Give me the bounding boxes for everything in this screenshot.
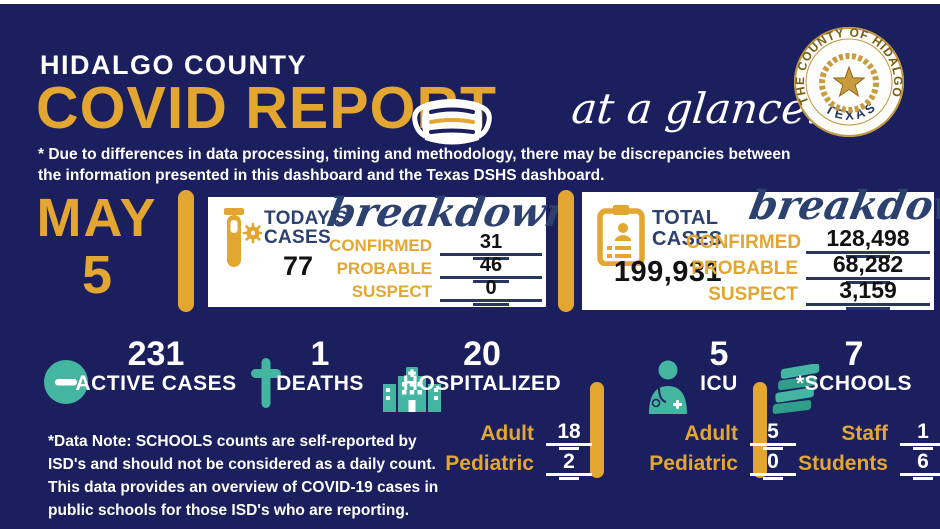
total-label-line1: TOTAL bbox=[652, 207, 719, 229]
row-value: 6 bbox=[900, 451, 940, 480]
data-note: *Data Note: SCHOOLS counts are self-repo… bbox=[48, 430, 438, 522]
row-value: 46 bbox=[440, 255, 542, 283]
disclaimer: * Due to differences in data processing,… bbox=[38, 144, 791, 186]
breakdown-row-confirmed: CONFIRMED 128,498 bbox=[686, 227, 930, 258]
seal-wreath bbox=[819, 53, 879, 113]
row-value: 1 bbox=[900, 421, 940, 450]
icu-value: 5 bbox=[709, 335, 729, 373]
active-cases-label: ACTIVE CASES bbox=[75, 372, 237, 395]
schools-students-row: Students 6 bbox=[792, 451, 940, 480]
divider-bar bbox=[178, 190, 194, 312]
row-value: 68,282 bbox=[806, 253, 930, 284]
hospitalized-value: 20 bbox=[463, 335, 501, 373]
date-day: 5 bbox=[81, 245, 113, 305]
breakdown-row-probable: PROBABLE 46 bbox=[312, 255, 542, 283]
row-label: PROBABLE bbox=[691, 258, 798, 279]
hospitalized-label: HOSPITALIZED bbox=[402, 372, 562, 395]
hospital-icon bbox=[382, 366, 442, 412]
schools-value: 7 bbox=[844, 335, 864, 373]
total-cases-panel: TOTAL CASES 199,931 breakdown CONFIRMED … bbox=[582, 182, 940, 310]
row-label: Adult bbox=[684, 422, 738, 445]
active-cases-stat: 231 ACTIVE CASES bbox=[75, 335, 236, 396]
disclaimer-line2: the information presented in this dashbo… bbox=[38, 167, 605, 184]
row-value: 0 bbox=[440, 278, 542, 306]
row-value: 0 bbox=[750, 451, 796, 480]
data-note-line1: *Data Note: SCHOOLS counts are self-repo… bbox=[48, 433, 417, 450]
breakdown-row-suspect: SUSPECT 3,159 bbox=[686, 279, 930, 310]
row-value: 2 bbox=[546, 451, 592, 480]
row-label: SUSPECT bbox=[708, 284, 798, 305]
deaths-stat: 1 DEATHS bbox=[272, 336, 368, 396]
books-stack-icon bbox=[772, 363, 822, 418]
data-note-line2: ISD's and should not be considered as a … bbox=[48, 456, 436, 473]
row-value: 31 bbox=[440, 232, 542, 260]
row-label: PROBABLE bbox=[336, 259, 432, 278]
divider-bar bbox=[753, 382, 767, 478]
row-value: 3,159 bbox=[806, 279, 930, 310]
hospitalized-adult-row: Adult 18 bbox=[438, 421, 592, 450]
breakdown-row-confirmed: CONFIRMED 31 bbox=[312, 232, 542, 260]
row-label: CONFIRMED bbox=[329, 236, 432, 255]
icu-label: ICU bbox=[700, 372, 738, 395]
row-label: Students bbox=[798, 452, 888, 475]
row-value: 18 bbox=[546, 421, 592, 450]
row-label: CONFIRMED bbox=[686, 232, 802, 253]
hospitalized-breakdown: Adult 18 Pediatric 2 bbox=[438, 421, 592, 480]
seal-star bbox=[832, 65, 866, 98]
hospitalized-pediatric-row: Pediatric 2 bbox=[438, 451, 592, 480]
divider-bar bbox=[558, 190, 574, 312]
row-value: 5 bbox=[750, 421, 796, 450]
clipboard-icon bbox=[596, 204, 646, 267]
icu-stat: 5 ICU bbox=[686, 336, 752, 396]
row-label: SUSPECT bbox=[351, 282, 432, 301]
hospitalized-stat: 20 HOSPITALIZED bbox=[403, 335, 561, 396]
report-date: MAY 5 bbox=[24, 190, 170, 304]
todays-label-line1: TODAY'S bbox=[264, 208, 348, 229]
schools-label: *SCHOOLS bbox=[796, 372, 913, 395]
row-value: 128,498 bbox=[806, 227, 930, 258]
top-border bbox=[0, 0, 940, 4]
todays-cases-label: TODAY'S CASES bbox=[264, 209, 348, 247]
deaths-value: 1 bbox=[310, 335, 330, 373]
total-breakdown-rows: CONFIRMED 128,498 PROBABLE 68,282 SUSPEC… bbox=[686, 227, 930, 310]
schools-stat: 7 *SCHOOLS bbox=[796, 335, 913, 396]
todays-breakdown-title: breakdown bbox=[323, 189, 579, 236]
date-month: MAY bbox=[36, 188, 158, 248]
schools-breakdown: Staff 1 Students 6 bbox=[792, 421, 940, 480]
schools-staff-row: Staff 1 bbox=[792, 421, 940, 450]
county-name: HIDALGO COUNTY bbox=[40, 50, 307, 80]
active-cases-value: 231 bbox=[127, 335, 185, 373]
test-tube-icon bbox=[220, 207, 264, 269]
data-note-line4: public schools for those ISD's who are r… bbox=[48, 502, 410, 519]
row-label: Pediatric bbox=[649, 452, 738, 475]
cross-icon bbox=[247, 356, 285, 410]
icu-breakdown: Adult 5 Pediatric 0 bbox=[626, 421, 796, 480]
row-label: Staff bbox=[841, 422, 888, 445]
total-cases-total: 199,931 bbox=[613, 256, 723, 288]
face-mask-icon bbox=[410, 94, 494, 150]
total-cases-label: TOTAL CASES bbox=[652, 208, 722, 250]
row-label: Adult bbox=[480, 422, 534, 445]
todays-cases-total: 77 bbox=[282, 251, 314, 281]
deaths-label: DEATHS bbox=[276, 372, 364, 395]
divider-bar bbox=[590, 382, 604, 478]
todays-cases-panel: TODAY'S CASES 77 breakdown CONFIRMED 31 … bbox=[208, 189, 578, 307]
disclaimer-line1: * Due to differences in data processing,… bbox=[38, 146, 791, 163]
icu-adult-row: Adult 5 bbox=[626, 421, 796, 450]
breakdown-row-suspect: SUSPECT 0 bbox=[312, 278, 542, 306]
icu-pediatric-row: Pediatric 0 bbox=[626, 451, 796, 480]
todays-breakdown-rows: CONFIRMED 31 PROBABLE 46 SUSPECT 0 bbox=[312, 232, 542, 306]
data-note-line3: This data provides an overview of COVID-… bbox=[48, 479, 439, 496]
total-breakdown-title: breakdown bbox=[745, 182, 940, 229]
todays-label-line2: CASES bbox=[264, 227, 331, 248]
breakdown-row-probable: PROBABLE 68,282 bbox=[686, 253, 930, 284]
doctor-icon bbox=[642, 358, 694, 414]
minus-circle-icon bbox=[44, 360, 88, 404]
row-label: Pediatric bbox=[445, 452, 534, 475]
county-seal: THE COUNTY OF HIDALGO TEXAS bbox=[793, 25, 905, 138]
total-label-line2: CASES bbox=[652, 228, 723, 250]
